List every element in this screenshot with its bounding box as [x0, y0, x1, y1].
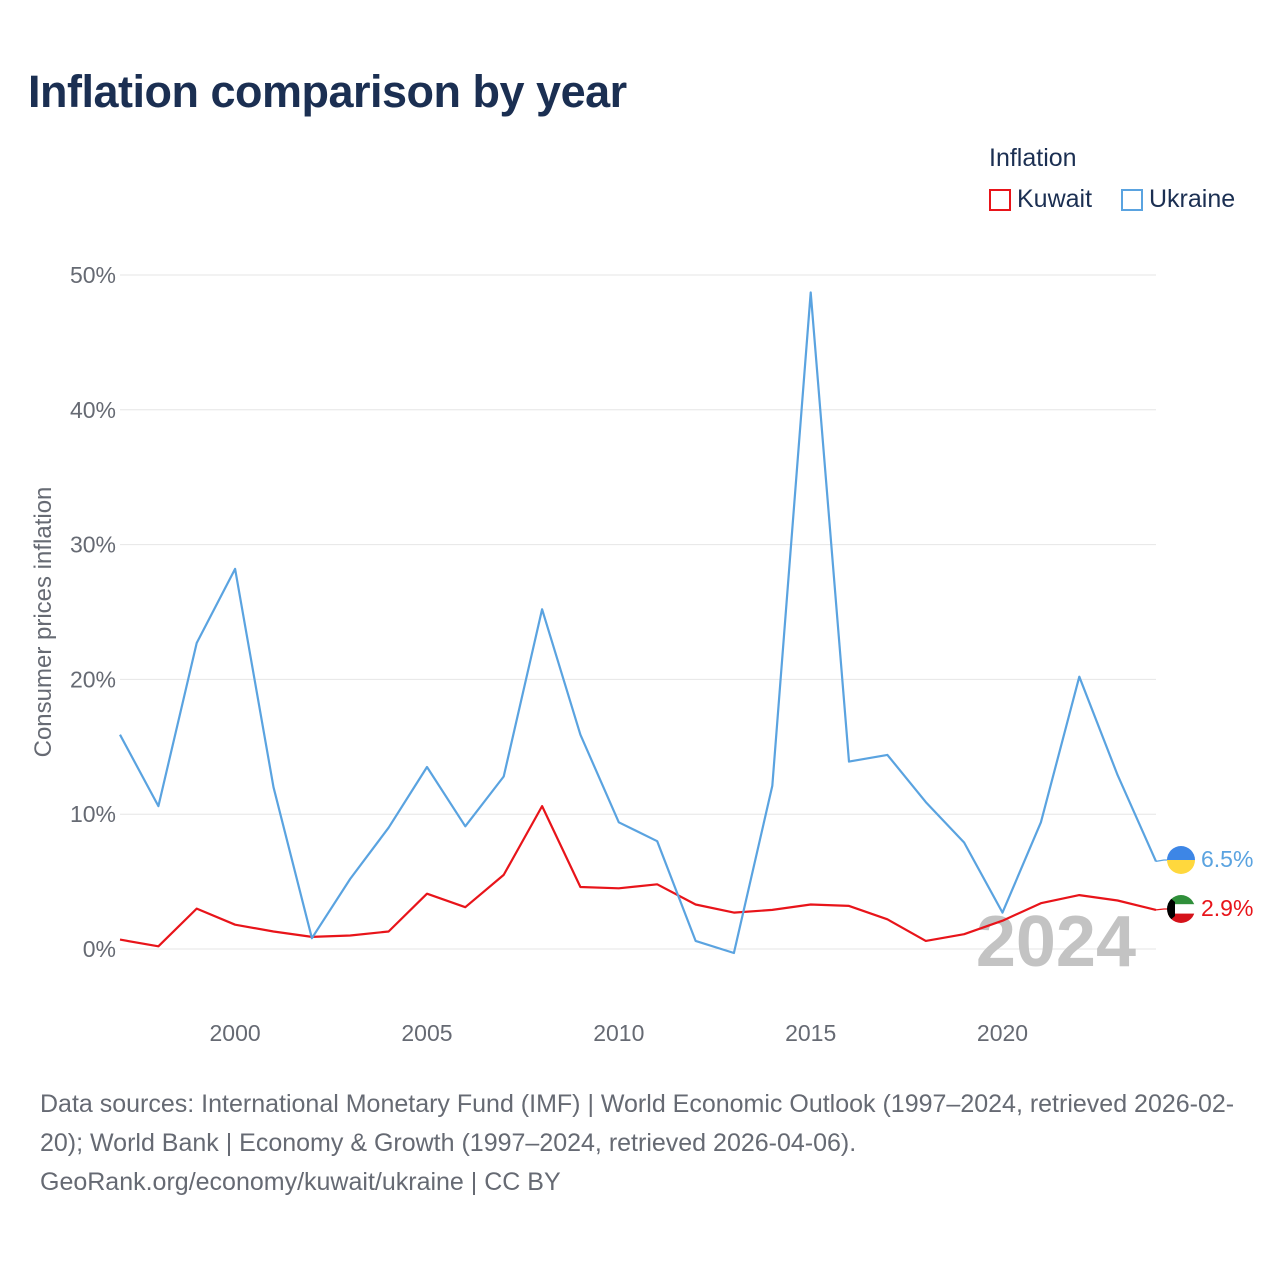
legend-label-ukraine: Ukraine — [1149, 185, 1236, 213]
end-leader-ukraine — [1155, 859, 1167, 862]
end-leader-kuwait — [1155, 908, 1167, 911]
x-tick-label: 2020 — [977, 1020, 1028, 1046]
y-tick-label: 0% — [83, 936, 116, 962]
legend-title: Inflation — [989, 144, 1077, 172]
x-tick-label: 2000 — [210, 1020, 261, 1046]
legend-item-kuwait[interactable]: Kuwait — [989, 185, 1092, 214]
y-tick-label: 40% — [70, 397, 116, 423]
current-year-watermark: 2024 — [976, 902, 1136, 982]
chart-title: Inflation comparison by year — [28, 66, 627, 117]
series-line-ukraine[interactable] — [119, 291, 1158, 955]
x-tick-label: 2015 — [785, 1020, 836, 1046]
kuwait-end-label: 2.9% — [1201, 895, 1253, 921]
legend-swatch-ukraine — [1121, 188, 1143, 211]
ukraine-flag-icon — [1167, 846, 1195, 874]
kuwait-flag-icon — [1167, 895, 1195, 923]
y-tick-label: 10% — [70, 801, 116, 827]
credit-link[interactable]: GeoRank.org/economy/kuwait/ukraine | CC … — [40, 1168, 561, 1196]
legend-label-kuwait: Kuwait — [1017, 185, 1093, 213]
y-tick-label: 30% — [70, 532, 116, 558]
x-tick-label: 2005 — [401, 1020, 452, 1046]
data-sources: Data sources: International Monetary Fun… — [40, 1090, 1235, 1157]
footer: Data sources: International Monetary Fun… — [40, 1085, 1250, 1202]
ukraine-end-label: 6.5% — [1201, 846, 1253, 872]
y-tick-label: 50% — [70, 262, 116, 288]
x-tick-label: 2010 — [593, 1020, 644, 1046]
legend-swatch-kuwait — [989, 188, 1011, 211]
y-axis-label: Consumer prices inflation — [30, 487, 57, 758]
series-line-kuwait[interactable] — [119, 804, 1157, 948]
legend-item-ukraine[interactable]: Ukraine — [1121, 185, 1235, 214]
y-tick-label: 20% — [70, 666, 116, 692]
